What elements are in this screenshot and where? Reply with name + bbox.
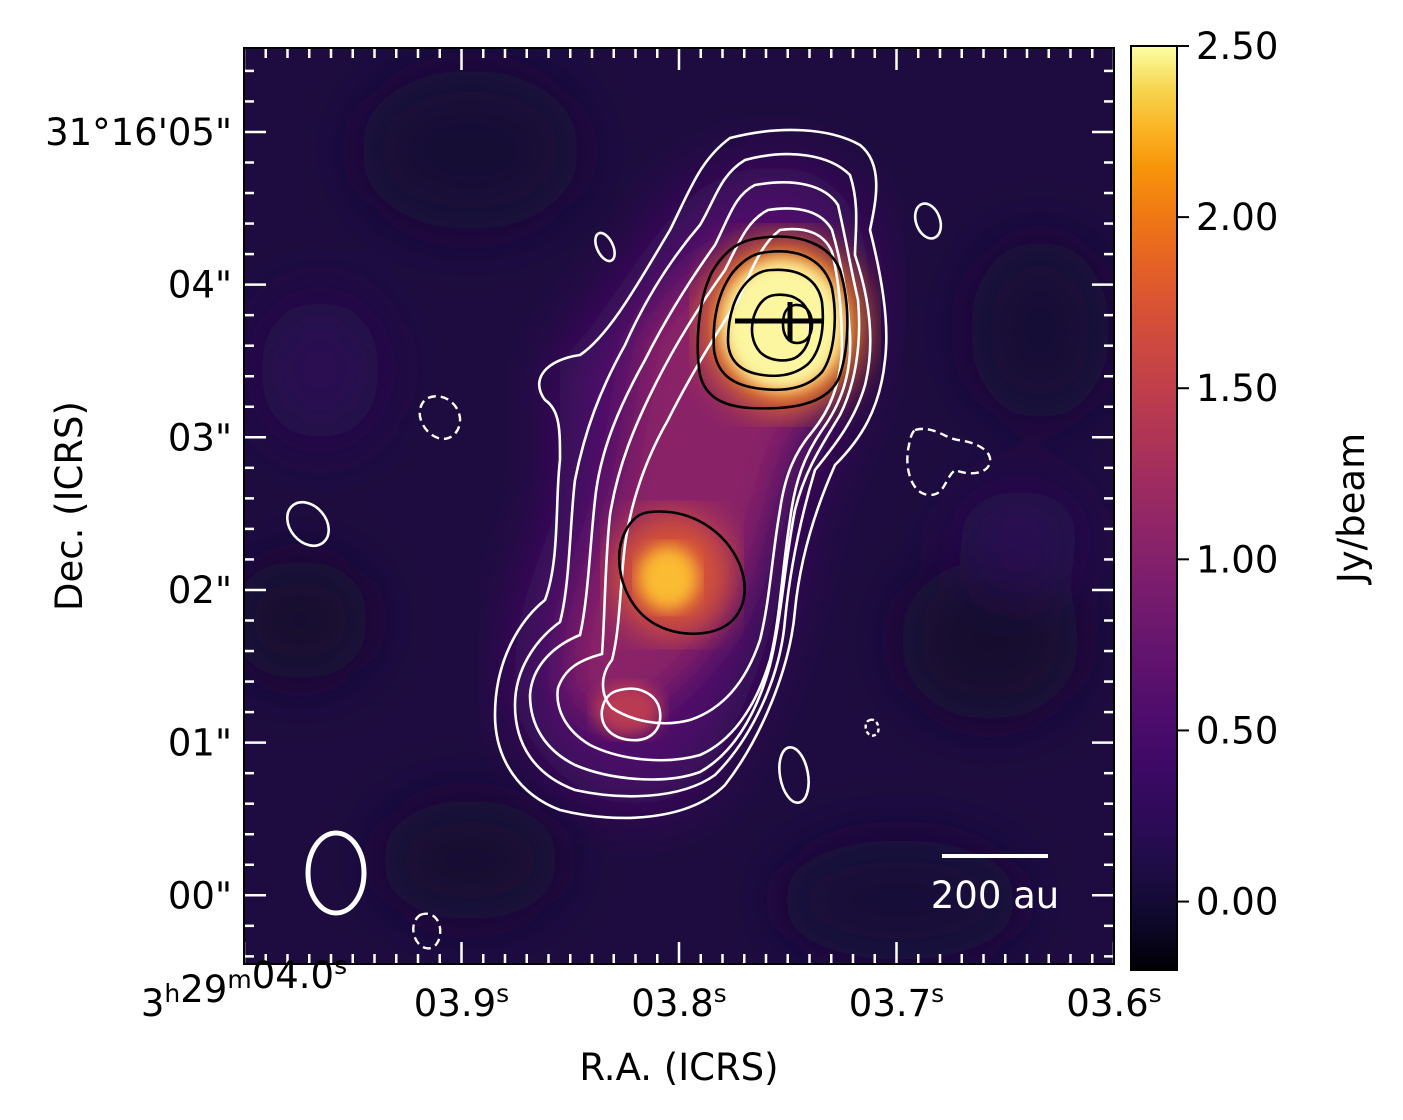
contour-level-5 [601, 227, 844, 725]
colorbar-ticks: 0.00 0.50 1.00 1.50 2.00 2.50 [1177, 25, 1278, 924]
colorbar: 0.00 0.50 1.00 1.50 2.00 2.50 Jy/beam [1130, 25, 1373, 971]
y-tick-label-0: 31°16'05" [45, 111, 232, 154]
contour-high-middle [618, 510, 746, 636]
plot-frame [243, 47, 1115, 965]
emission-middle-core [638, 546, 698, 610]
contour-level-3 [528, 181, 861, 781]
colorbar-tick-label-4: 2.00 [1196, 196, 1278, 239]
y-axis-label: Dec. (ICRS) [48, 401, 91, 611]
plot-area: 200 au [244, 48, 1114, 964]
colorbar-scale [1130, 45, 1178, 971]
x-tick-label-1: 03.9s [414, 979, 509, 1025]
contour-high-north-5 [781, 303, 814, 345]
contour-level-1 [493, 128, 888, 820]
contour-south-knot [600, 687, 662, 742]
scale-bar-label: 200 au [931, 874, 1060, 917]
contour-island-3 [286, 500, 330, 548]
y-tick-label-1: 04" [168, 264, 232, 307]
background-noise [244, 70, 1110, 960]
colorbar-tick-label-2: 1.00 [1196, 538, 1278, 581]
emission-south-knot [594, 684, 662, 736]
contour-high-north-3 [726, 268, 825, 378]
x-tick-label-2: 03.8s [631, 979, 726, 1025]
colorbar-tick-label-3: 1.50 [1196, 367, 1278, 410]
source-marker [735, 302, 823, 341]
x-tick-labels: 3h29m04.0s 03.9s 03.8s 03.7s 03.6s [141, 951, 1162, 1025]
contour-island-4 [778, 746, 810, 804]
y-tick-label-4: 01" [168, 722, 232, 765]
x-tick-label-3: 03.7s [849, 979, 944, 1025]
y-tick-labels: 31°16'05" 04" 03" 02" 01" 00" [45, 111, 232, 917]
colorbar-tick-label-1: 0.50 [1196, 709, 1278, 752]
y-tick-label-3: 02" [168, 569, 232, 612]
contour-level-2 [513, 152, 872, 798]
high-contours [618, 235, 849, 636]
contour-high-north-4 [750, 293, 812, 362]
x-axis-label: R.A. (ICRS) [579, 1046, 778, 1089]
colorbar-tick-label-0: 0.00 [1196, 881, 1278, 924]
beam-ellipse [305, 830, 367, 916]
contour-island-1 [594, 231, 616, 263]
inner-ticks [244, 48, 1114, 964]
contour-high-north-outer [696, 235, 849, 410]
colorbar-tick-label-5: 2.50 [1196, 25, 1278, 68]
x-tick-label-4: 03.6s [1066, 979, 1161, 1025]
positive-contours [286, 128, 943, 820]
contour-island-2 [913, 202, 943, 240]
contour-high-north-2 [712, 250, 837, 391]
y-tick-label-5: 00" [168, 874, 232, 917]
contour-negative-3 [412, 912, 442, 950]
x-tick-label-0: 3h29m04.0s [141, 951, 347, 1025]
colorbar-label: Jy/beam [1330, 433, 1373, 585]
contour-negative-4 [864, 718, 880, 737]
contour-level-4 [556, 207, 852, 762]
negative-contours [412, 395, 992, 950]
contour-negative-2 [906, 427, 992, 497]
y-tick-label-2: 03" [168, 416, 232, 459]
contour-negative-1 [418, 395, 462, 441]
